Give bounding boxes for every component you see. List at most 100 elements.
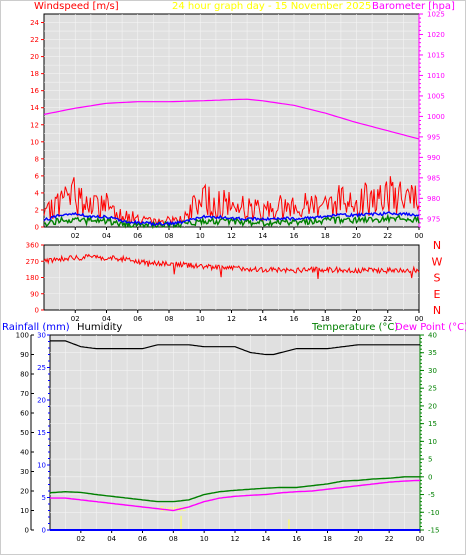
wind-x-tick-label: 14 (258, 232, 267, 240)
wind-average-line (43, 210, 420, 227)
humidity-y-tick-label: 70 (20, 390, 29, 398)
rain-x-tick-label: 00 (416, 535, 425, 543)
direction-x-tick-label: 16 (290, 315, 299, 323)
temperature-axis-title: Temperature (°C) (311, 322, 398, 333)
rain-x-tick-label: 20 (354, 535, 363, 543)
rainfall-y-tick-label: 20 (37, 397, 46, 405)
temperature-y-tick-label: 0 (428, 473, 432, 481)
barometer-y-tick-label: 1005 (427, 92, 445, 100)
temperature-y-tick-label: -5 (428, 491, 435, 499)
wind-y-tick-label: 14 (30, 104, 39, 112)
direction-x-tick-label: 04 (102, 315, 111, 323)
chart-title: 24 hour graph day - 15 November 2025 (172, 1, 371, 12)
direction-x-tick-label: 18 (321, 315, 330, 323)
windspeed-axis-title: Windspeed [m/s] (34, 1, 119, 12)
barometer-y-tick-label: 975 (427, 215, 440, 223)
rain-x-tick-label: 16 (292, 535, 301, 543)
temperature-y-tick-label: 25 (428, 385, 437, 393)
wind-y-tick-label: 8 (35, 155, 39, 163)
direction-x-tick-label: 00 (415, 315, 424, 323)
wind-x-tick-label: 22 (383, 232, 392, 240)
rainfall-y-tick-label: 5 (42, 494, 46, 502)
rain-x-tick-label: 08 (169, 535, 178, 543)
humidity-y-tick-label: 90 (20, 351, 29, 359)
direction-x-tick-label: 14 (258, 315, 267, 323)
rainfall-y-tick-label: 10 (37, 462, 46, 470)
chart-marks: 0246810121416182022249759809859909951000… (16, 11, 445, 544)
barometer-y-tick-label: 995 (427, 133, 440, 141)
wind-y-tick-label: 0 (35, 224, 39, 232)
wind-x-tick-label: 08 (165, 232, 174, 240)
temperature-line (49, 476, 420, 503)
wind-x-tick-label: 04 (102, 232, 111, 240)
direction-y-tick-label: 90 (30, 290, 39, 298)
rain-x-tick-label: 06 (138, 535, 147, 543)
wind-y-tick-label: 24 (30, 19, 39, 27)
barometer-y-tick-label: 1010 (427, 72, 445, 80)
temperature-y-tick-label: 10 (428, 438, 437, 446)
humidity-y-tick-label: 100 (16, 332, 29, 340)
rain-x-tick-label: 14 (261, 535, 270, 543)
humidity-y-tick-label: 80 (20, 371, 29, 379)
temperature-y-tick-label: -15 (428, 527, 439, 535)
dewpoint-line (50, 479, 421, 512)
compass-label: N (433, 304, 441, 317)
rainfall-y-tick-label: 25 (37, 364, 46, 372)
direction-x-tick-label: 06 (133, 315, 142, 323)
wind-x-tick-label: 10 (196, 232, 205, 240)
wind-direction-line (43, 253, 420, 279)
barometer-y-tick-label: 1000 (427, 113, 445, 121)
wind-x-tick-label: 00 (415, 232, 424, 240)
rain-x-tick-label: 18 (323, 535, 332, 543)
temperature-y-tick-label: 40 (428, 332, 437, 340)
direction-x-tick-label: 02 (71, 315, 80, 323)
humidity-axis-title: Humidity (77, 322, 122, 333)
compass-label: S (434, 272, 441, 285)
wind-y-tick-label: 18 (30, 70, 39, 78)
barometer-axis-title: Barometer [hpa] (372, 1, 455, 12)
barometer-y-tick-label: 1025 (427, 11, 445, 19)
humidity-y-tick-label: 10 (20, 507, 29, 515)
rain-x-tick-label: 02 (76, 535, 85, 543)
dewpoint-axis-title: Dew Point (°C) (395, 322, 466, 333)
direction-x-tick-label: 20 (352, 315, 361, 323)
wind-y-tick-label: 22 (30, 36, 39, 44)
temperature-y-tick-label: 15 (428, 420, 437, 428)
wind-gust-line (43, 176, 420, 227)
temperature-y-tick-label: -10 (428, 509, 439, 517)
wind-y-tick-label: 4 (35, 189, 40, 197)
wind-x-tick-label: 18 (321, 232, 330, 240)
wind-y-tick-label: 10 (30, 138, 39, 146)
direction-x-tick-label: 12 (227, 315, 236, 323)
wind-y-tick-label: 6 (35, 172, 40, 180)
rain-x-tick-label: 10 (200, 535, 209, 543)
humidity-y-tick-label: 60 (20, 410, 29, 418)
humidity-y-tick-label: 40 (20, 449, 29, 457)
wind-x-tick-label: 02 (71, 232, 80, 240)
direction-x-tick-label: 22 (383, 315, 392, 323)
sunrise-label: Sunrise (160, 505, 186, 513)
humidity-line (50, 340, 420, 356)
barometer-y-tick-label: 1015 (427, 51, 445, 59)
compass-label: E (434, 288, 441, 301)
compass-label: W (432, 255, 443, 268)
direction-x-tick-label: 08 (165, 315, 174, 323)
humidity-y-tick-label: 0 (25, 527, 29, 535)
wind-x-tick-label: 12 (227, 232, 236, 240)
wind-y-tick-label: 16 (30, 87, 39, 95)
direction-y-tick-label: 360 (26, 242, 39, 250)
temperature-y-tick-label: 20 (428, 402, 437, 410)
direction-y-tick-label: 0 (35, 307, 39, 315)
rain-x-tick-label: 22 (385, 535, 394, 543)
wind-y-tick-label: 12 (30, 121, 39, 129)
rainfall-y-tick-label: 0 (42, 527, 46, 535)
rain-x-tick-label: 12 (231, 535, 240, 543)
rainfall-y-tick-label: 30 (37, 332, 46, 340)
humidity-y-tick-label: 50 (20, 429, 29, 437)
barometer-y-tick-label: 980 (427, 195, 440, 203)
barometer-y-tick-label: 990 (427, 154, 440, 162)
barometer-y-tick-label: 1020 (427, 31, 445, 39)
temperature-y-tick-label: 35 (428, 349, 437, 357)
